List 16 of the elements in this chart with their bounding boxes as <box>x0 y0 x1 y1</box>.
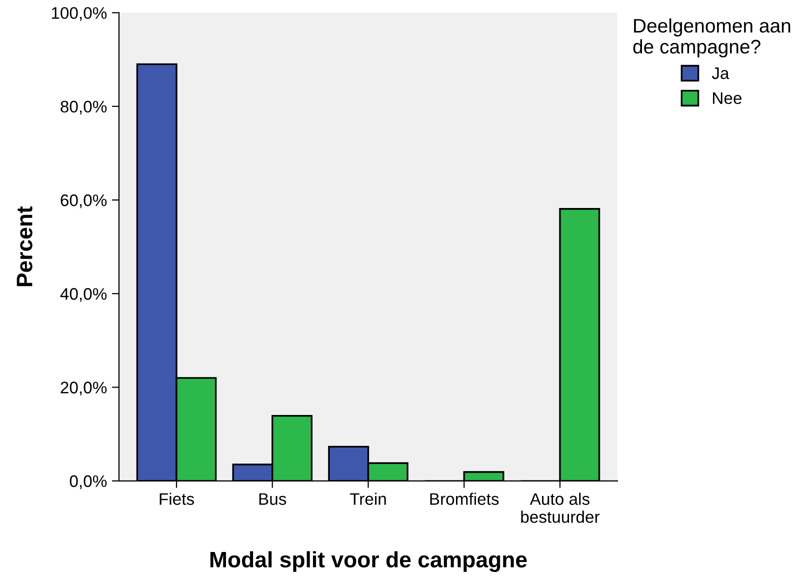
x-tick-label: Fiets <box>160 492 194 505</box>
x-tick-label: Bromfiets <box>430 492 499 505</box>
y-tick-label: 20,0% <box>60 382 107 396</box>
y-tick-label: 0,0% <box>70 475 107 490</box>
y-tick-label: 40,0% <box>60 288 107 302</box>
y-tick-label: 80,0% <box>60 100 107 115</box>
y-tick-label: 100,0% <box>52 7 107 21</box>
legend-label: Ja <box>712 67 730 80</box>
y-axis-title: Percent <box>16 206 32 286</box>
x-axis-title: Modal split voor de campagne <box>210 551 527 572</box>
x-tick-label: Trein <box>350 492 386 505</box>
y-tick-label: 60,0% <box>60 194 107 208</box>
x-tick-label: Bus <box>259 493 286 505</box>
x-tick-label: Auto als bestuurder <box>521 492 600 523</box>
legend-title: Deelgenomen aan de campagne? <box>633 18 790 58</box>
legend-label: Nee <box>713 92 742 104</box>
